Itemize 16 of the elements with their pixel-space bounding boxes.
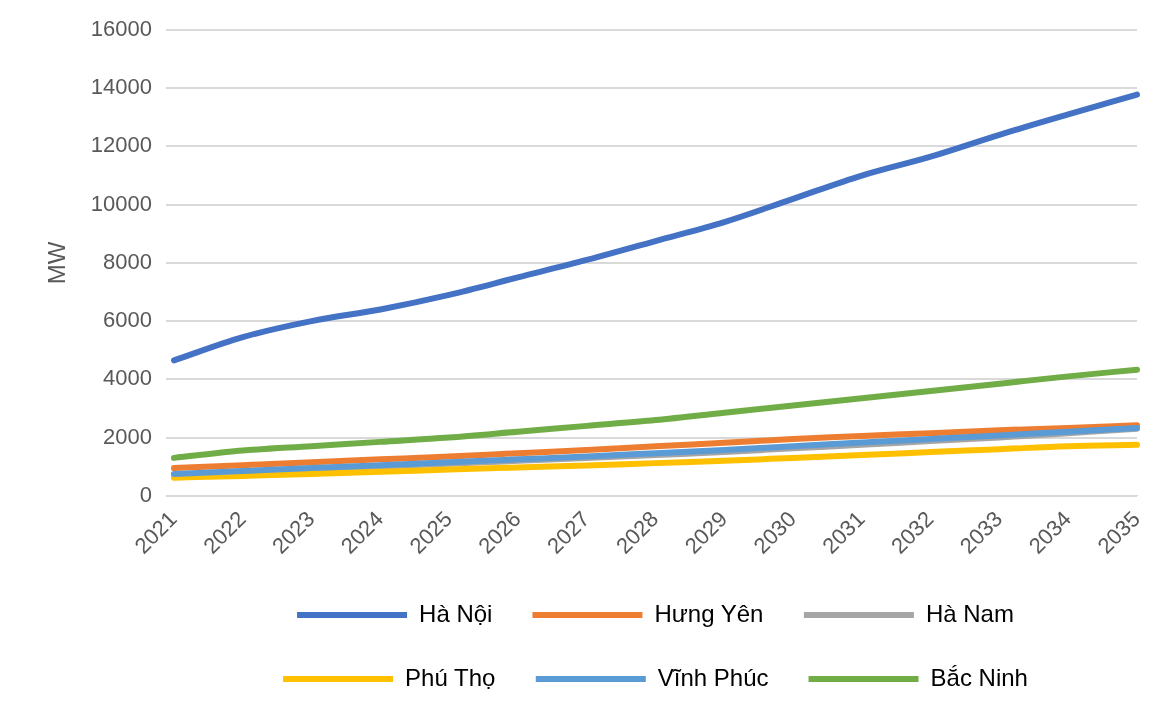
y-tick-label: 14000 xyxy=(90,74,152,100)
legend-label: Bắc Ninh xyxy=(930,663,1028,691)
y-tick-label: 8000 xyxy=(103,248,152,274)
y-tick-label: 10000 xyxy=(90,190,152,216)
y-tick-label: 6000 xyxy=(103,307,152,333)
legend-label: Hà Nội xyxy=(419,599,493,627)
y-tick-label: 4000 xyxy=(103,365,152,391)
y-tick-label: 12000 xyxy=(90,132,152,158)
y-axis-title: MW xyxy=(43,241,71,285)
y-tick-label: 16000 xyxy=(90,16,152,42)
legend-label: Hưng Yên xyxy=(654,599,764,627)
y-tick-label: 0 xyxy=(139,481,152,507)
legend-label: Phú Thọ xyxy=(405,663,496,691)
legend-label: Vĩnh Phúc xyxy=(657,663,769,691)
legend-label: Hà Nam xyxy=(925,599,1014,627)
y-tick-label: 2000 xyxy=(103,423,152,449)
